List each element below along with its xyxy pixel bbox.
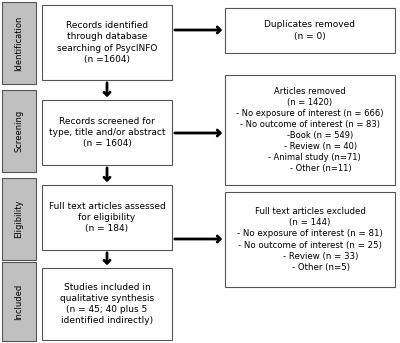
Bar — [225, 8, 395, 53]
Bar — [42, 185, 172, 250]
Text: Eligibility: Eligibility — [14, 200, 24, 238]
Text: Records identified
through database
searching of PsycINFO
(n =1604): Records identified through database sear… — [57, 21, 157, 64]
Bar — [225, 192, 395, 287]
Bar — [42, 100, 172, 165]
Text: Included: Included — [14, 283, 24, 320]
Bar — [2, 262, 36, 341]
Text: Identification: Identification — [14, 15, 24, 71]
Bar — [42, 268, 172, 340]
Text: Studies included in
qualitative synthesis
(n = 45; 40 plus 5
identified indirect: Studies included in qualitative synthesi… — [60, 283, 154, 325]
Bar — [2, 178, 36, 260]
Text: Records screened for
type, title and/or abstract
(n = 1604): Records screened for type, title and/or … — [49, 117, 165, 148]
Text: Duplicates removed
(n = 0): Duplicates removed (n = 0) — [264, 21, 356, 40]
Bar — [225, 75, 395, 185]
Text: Full text articles assessed
for eligibility
(n = 184): Full text articles assessed for eligibil… — [49, 202, 165, 233]
Bar — [42, 5, 172, 80]
Bar — [2, 2, 36, 84]
Bar — [2, 90, 36, 172]
Text: Articles removed
(n = 1420)
- No exposure of interest (n = 666)
- No outcome of : Articles removed (n = 1420) - No exposur… — [236, 87, 384, 173]
Text: Screening: Screening — [14, 110, 24, 152]
Text: Full text articles excluded
(n = 144)
- No exposure of interest (n = 81)
- No ou: Full text articles excluded (n = 144) - … — [237, 207, 383, 272]
